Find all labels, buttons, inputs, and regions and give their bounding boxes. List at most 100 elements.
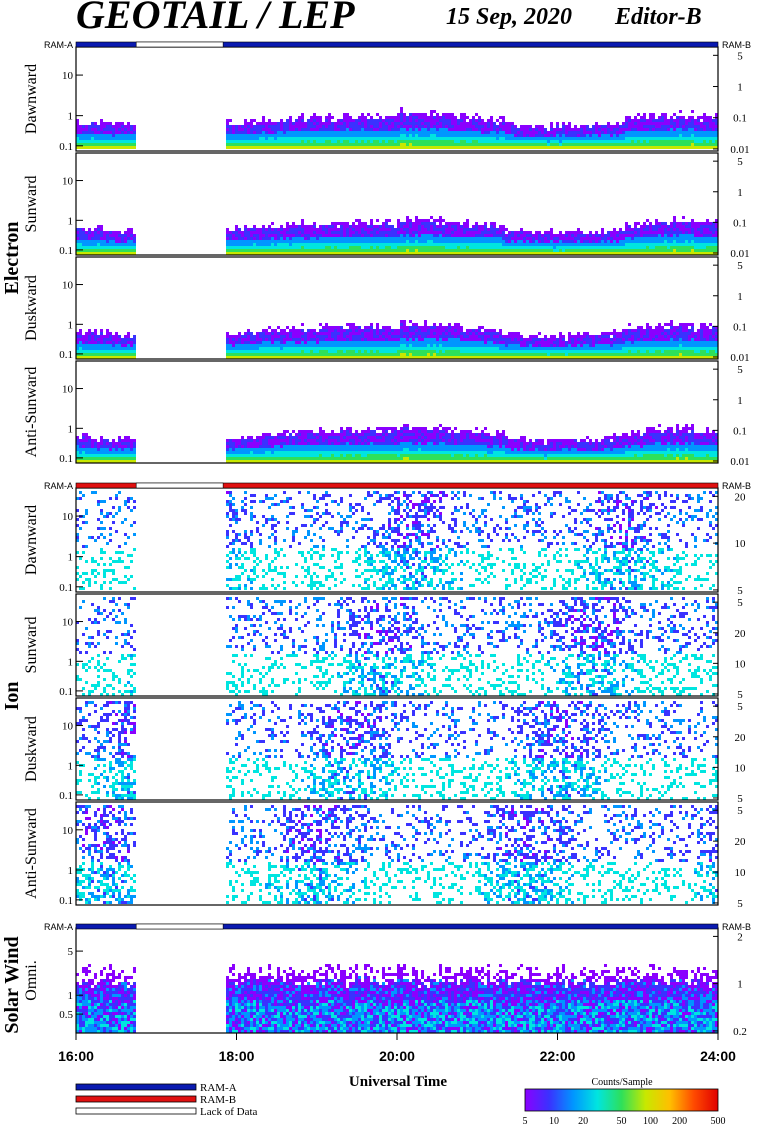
right-tick-label: 0.01 [730, 352, 749, 364]
colorbar-tick-label: 50 [617, 1116, 627, 1127]
legend-swatch-ram-b [75, 1095, 197, 1103]
right-tick-label: 0.1 [733, 113, 747, 125]
panels-layer: Dawnward 10 1 0.1 5 1 0.1 0.01 Sunward 10 1 0.1 5 1 0.… [23, 46, 750, 1038]
left-tick-label: 1 [68, 760, 74, 772]
colorbar-ticks: 5 10 20 50 100 200 500 [523, 1116, 726, 1127]
left-tick-label: 0.1 [59, 245, 73, 257]
left-tick-label: 1 [68, 111, 74, 123]
legend-label-ram-a: RAM-A [200, 1082, 237, 1094]
panel-frame-electron-duskward [75, 256, 719, 360]
group-label-ion: Ion [1, 682, 23, 711]
left-tick-label: 0.1 [59, 141, 73, 153]
colorbar-tick-label: 500 [711, 1116, 726, 1127]
ram-bar-gap [135, 41, 224, 48]
left-tick-label: 1 [68, 990, 74, 1002]
right-tick-label: 0.1 [733, 217, 747, 229]
chart-title: GEOTAIL / LEP [76, 0, 355, 37]
ram-bar-gap [135, 923, 224, 930]
right-tick-label: 10 [735, 762, 747, 774]
ram-label-right: RAM-B [722, 922, 751, 932]
legend-label-lack-of-data: Lack of Data [200, 1106, 258, 1118]
right-tick-label: 5 [737, 793, 743, 805]
right-tick-label: 20 [735, 491, 747, 503]
legend-swatch-lack-of-data [75, 1107, 197, 1115]
panel-ion-sunward: Sunward 10 1 0.1 5 20 10 5 [23, 593, 746, 701]
right-tick-label: 0.01 [730, 248, 749, 260]
right-tick-label: 0.1 [733, 321, 747, 333]
right-tick-label: 1 [737, 979, 743, 991]
panel-label-ion-anti-sunward: Anti-Sunward [23, 808, 40, 899]
ram-bar-gap [135, 482, 224, 489]
left-tick-label: 1 [68, 215, 74, 227]
panel-label-solar-wind-omni: Omni. [23, 960, 40, 1000]
ram-legend: RAM-A RAM-B Lack of Data [75, 1082, 258, 1118]
x-tick-label: 20:00 [379, 1048, 415, 1064]
ram-label-left: RAM-A [44, 40, 73, 50]
panel-label-electron-dawnward: Dawnward [23, 64, 40, 134]
legend-label-ram-b: RAM-B [200, 1094, 236, 1106]
panel-label-electron-duskward: Duskward [23, 275, 40, 341]
ram-bar-ion [75, 482, 719, 489]
colorbar: Counts/Sample 5 10 20 50 100 200 500 [523, 1077, 726, 1127]
right-tick-label: 5 [737, 597, 743, 609]
x-tick-label: 18:00 [219, 1048, 255, 1064]
ram-bars-layer: RAM-A RAM-B RAM-A RAM-B RAM-A RAM-B [44, 40, 751, 932]
left-tick-label: 5 [68, 946, 74, 958]
colorbar-tick-label: 200 [672, 1116, 687, 1127]
right-tick-label: 1 [737, 82, 743, 94]
ram-label-right: RAM-B [722, 481, 751, 491]
ram-bar-solar-wind [75, 923, 719, 930]
right-tick-label: 1 [737, 187, 743, 199]
x-axis: 16:00 18:00 20:00 22:00 24:00 [58, 1033, 736, 1064]
panel-electron-dawnward: Dawnward 10 1 0.1 5 1 0.1 0.01 [23, 46, 750, 156]
panel-frame-ion-sunward [75, 593, 719, 697]
panel-label-ion-duskward: Duskward [23, 716, 40, 782]
right-tick-label: 2 [737, 931, 743, 943]
chart-editor: Editor-B [614, 4, 702, 30]
panel-label-ion-sunward: Sunward [23, 617, 40, 674]
panel-ion-duskward: Duskward 10 1 0.1 5 20 10 5 [23, 697, 747, 805]
left-tick-label: 1 [68, 656, 74, 668]
x-tick-label: 16:00 [58, 1048, 94, 1064]
right-tick-label: 5 [737, 156, 743, 168]
panel-ion-anti-sunward: Anti-Sunward 10 1 0.1 5 20 10 5 [23, 801, 747, 910]
group-label-electron: Electron [1, 222, 23, 295]
colorbar-tick-label: 5 [523, 1116, 528, 1127]
left-tick-label: 10 [62, 511, 74, 523]
left-tick-label: 0.1 [59, 686, 73, 698]
panel-electron-duskward: Duskward 10 1 0.1 5 1 0.1 0.01 [23, 256, 750, 364]
panel-label-electron-anti-sunward: Anti-Sunward [23, 367, 40, 458]
panel-electron-anti-sunward: Anti-Sunward 10 1 0.1 5 1 0.1 0.01 [23, 360, 750, 468]
right-tick-label: 0.01 [730, 144, 749, 156]
left-tick-label: 10 [62, 617, 74, 629]
left-tick-label: 0.5 [59, 1009, 73, 1021]
panel-ion-dawnward: Dawnward 10 1 0.1 20 10 5 [23, 487, 747, 597]
ram-label-left: RAM-A [44, 922, 73, 932]
right-tick-label: 5 [737, 898, 743, 910]
right-tick-label: 5 [737, 689, 743, 701]
ram-bar-electron [75, 41, 719, 48]
right-tick-label: 20 [735, 732, 747, 744]
colorbar-tick-label: 100 [643, 1116, 658, 1127]
right-tick-label: 5 [737, 585, 743, 597]
x-axis-label: Universal Time [349, 1074, 448, 1090]
left-tick-label: 0.1 [59, 453, 73, 465]
left-tick-label: 1 [68, 552, 74, 564]
left-tick-label: 0.1 [59, 895, 73, 907]
left-tick-label: 0.1 [59, 349, 73, 361]
left-tick-label: 10 [62, 280, 74, 292]
colorbar-tick-label: 10 [549, 1116, 559, 1127]
right-tick-label: 0.2 [733, 1026, 747, 1038]
right-tick-label: 1 [737, 291, 743, 303]
panel-frame-ion-duskward [75, 697, 719, 801]
panel-frame-electron-anti-sunward [75, 360, 719, 464]
panel-label-electron-sunward: Sunward [23, 176, 40, 233]
group-label-solar-wind: Solar Wind [1, 936, 23, 1033]
right-tick-label: 0.01 [730, 456, 749, 468]
right-tick-label: 10 [735, 867, 747, 879]
panel-label-ion-dawnward: Dawnward [23, 505, 40, 575]
left-tick-label: 10 [62, 825, 74, 837]
left-tick-label: 10 [62, 384, 74, 396]
ram-label-left: RAM-A [44, 481, 73, 491]
